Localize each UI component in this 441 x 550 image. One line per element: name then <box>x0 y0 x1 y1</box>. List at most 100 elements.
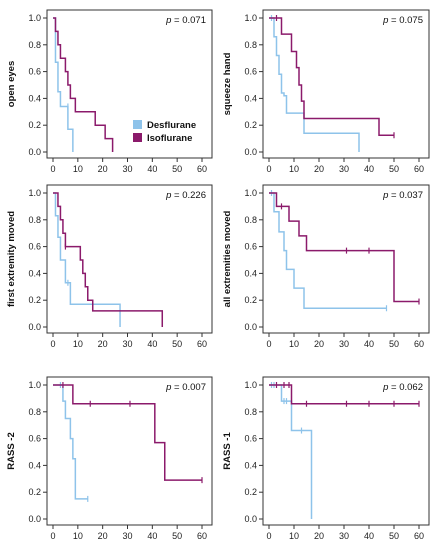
y-tick-label: 1.0 <box>28 188 41 198</box>
y-axis-label: all extremities moved <box>222 210 233 307</box>
y-tick-label: 0.6 <box>244 67 257 77</box>
x-tick-label: 10 <box>73 531 83 541</box>
y-tick-label: 0.2 <box>28 120 41 130</box>
y-tick-label: 0.8 <box>244 407 257 417</box>
x-tick-label: 30 <box>339 164 349 174</box>
plot-frame <box>46 9 213 159</box>
y-tick-label: 0.6 <box>244 434 257 444</box>
y-tick-label: 0.4 <box>28 268 41 278</box>
plot-frame <box>262 376 430 526</box>
y-tick-label: 0.0 <box>244 514 257 524</box>
y-axis-label: RASS -2 <box>6 432 17 469</box>
x-tick-label: 30 <box>122 164 132 174</box>
y-tick-label: 0.0 <box>28 514 41 524</box>
x-tick-label: 30 <box>339 339 349 349</box>
km-panel-5: 0 10 20 30 40 50 60 0.0 0.2 0.4 0.6 0.8 1.0 RASS -2 p … <box>6 376 213 541</box>
p-value-annotation: p = 0.075 <box>382 15 423 26</box>
km-curve-isoflurane <box>53 192 164 327</box>
p-symbol: p <box>382 15 388 26</box>
x-tick-label: 50 <box>389 339 399 349</box>
x-tick-label: 0 <box>50 164 55 174</box>
p-value-annotation: p = 0.071 <box>165 15 206 26</box>
km-curve-isoflurane <box>53 384 202 481</box>
km-panel-3: 0 10 20 30 40 50 60 0.0 0.2 0.4 0.6 0.8 1.0 first ext… <box>6 184 213 349</box>
p-symbol: p <box>165 15 171 26</box>
x-tick-label: 20 <box>314 531 324 541</box>
p-value-annotation: p = 0.007 <box>165 382 206 393</box>
p-value-annotation: p = 0.037 <box>382 190 423 201</box>
x-tick-label: 20 <box>314 164 324 174</box>
x-tick-label: 0 <box>50 531 55 541</box>
x-tick-label: 60 <box>197 531 207 541</box>
x-tick-label: 50 <box>172 164 182 174</box>
p-value: = 0.075 <box>388 15 423 26</box>
x-tick-label: 50 <box>389 164 399 174</box>
y-tick-label: 1.0 <box>244 380 257 390</box>
plot-frame <box>46 184 213 334</box>
km-curve-desflurane <box>53 17 74 152</box>
y-tick-label: 0.2 <box>244 487 257 497</box>
x-tick-label: 30 <box>339 531 349 541</box>
km-panel-4: 0 10 20 30 40 50 60 0.0 0.2 0.4 0.6 0.8 1.0 all extre… <box>222 184 430 349</box>
y-tick-label: 0.8 <box>28 407 41 417</box>
x-tick-label: 10 <box>73 339 83 349</box>
x-tick-label: 40 <box>364 164 374 174</box>
p-value: = 0.037 <box>388 190 423 201</box>
legend-swatch-isoflurane <box>133 133 142 142</box>
plot-frame <box>46 376 213 526</box>
y-tick-label: 0.8 <box>28 40 41 50</box>
y-tick-label: 0.4 <box>28 460 41 470</box>
x-tick-label: 40 <box>147 531 157 541</box>
km-curve-isoflurane <box>269 17 394 136</box>
x-tick-label: 0 <box>266 531 271 541</box>
x-tick-label: 0 <box>266 164 271 174</box>
y-axis-label: open eyes <box>6 61 17 107</box>
km-curve-desflurane <box>53 384 88 500</box>
x-tick-label: 30 <box>122 339 132 349</box>
p-value: = 0.226 <box>171 190 206 201</box>
x-tick-label: 40 <box>364 339 374 349</box>
p-value: = 0.071 <box>171 15 206 26</box>
x-tick-label: 50 <box>172 339 182 349</box>
plot-frame <box>262 184 430 334</box>
y-axis-label: RASS -1 <box>222 432 233 470</box>
x-tick-label: 60 <box>197 164 207 174</box>
y-tick-label: 0.0 <box>244 322 257 332</box>
y-tick-label: 0.2 <box>244 120 257 130</box>
y-tick-label: 0.6 <box>244 242 257 252</box>
x-tick-label: 40 <box>364 531 374 541</box>
y-tick-label: 0.0 <box>244 147 257 157</box>
y-tick-label: 0.4 <box>244 93 257 103</box>
p-symbol: p <box>382 190 388 201</box>
p-value-annotation: p = 0.062 <box>382 382 423 393</box>
y-tick-label: 0.8 <box>244 40 257 50</box>
x-tick-label: 20 <box>98 531 108 541</box>
x-tick-label: 40 <box>147 339 157 349</box>
x-tick-label: 60 <box>414 531 424 541</box>
x-tick-label: 10 <box>289 531 299 541</box>
y-tick-label: 0.2 <box>28 295 41 305</box>
x-tick-label: 0 <box>50 339 55 349</box>
legend-label-isoflurane: Isoflurane <box>147 133 192 144</box>
x-tick-label: 0 <box>266 339 271 349</box>
x-tick-label: 10 <box>289 164 299 174</box>
y-tick-label: 0.4 <box>244 460 257 470</box>
km-curve-isoflurane <box>53 17 114 152</box>
km-panel-6: 0 10 20 30 40 50 60 0.0 0.2 0.4 0.6 0.8 1.0 RASS -1 p … <box>222 376 430 541</box>
p-value: = 0.062 <box>388 382 423 393</box>
y-tick-label: 0.6 <box>28 242 41 252</box>
p-symbol: p <box>165 382 171 393</box>
x-tick-label: 20 <box>98 339 108 349</box>
x-tick-label: 20 <box>314 339 324 349</box>
km-curve-desflurane <box>269 384 313 519</box>
p-symbol: p <box>382 382 388 393</box>
x-tick-label: 10 <box>289 339 299 349</box>
y-tick-label: 1.0 <box>244 13 257 23</box>
km-curve-desflurane <box>53 192 121 327</box>
y-tick-label: 1.0 <box>28 13 41 23</box>
y-tick-label: 0.6 <box>28 434 41 444</box>
p-symbol: p <box>165 190 171 201</box>
plot-frame <box>262 9 430 159</box>
y-tick-label: 0.2 <box>244 295 257 305</box>
